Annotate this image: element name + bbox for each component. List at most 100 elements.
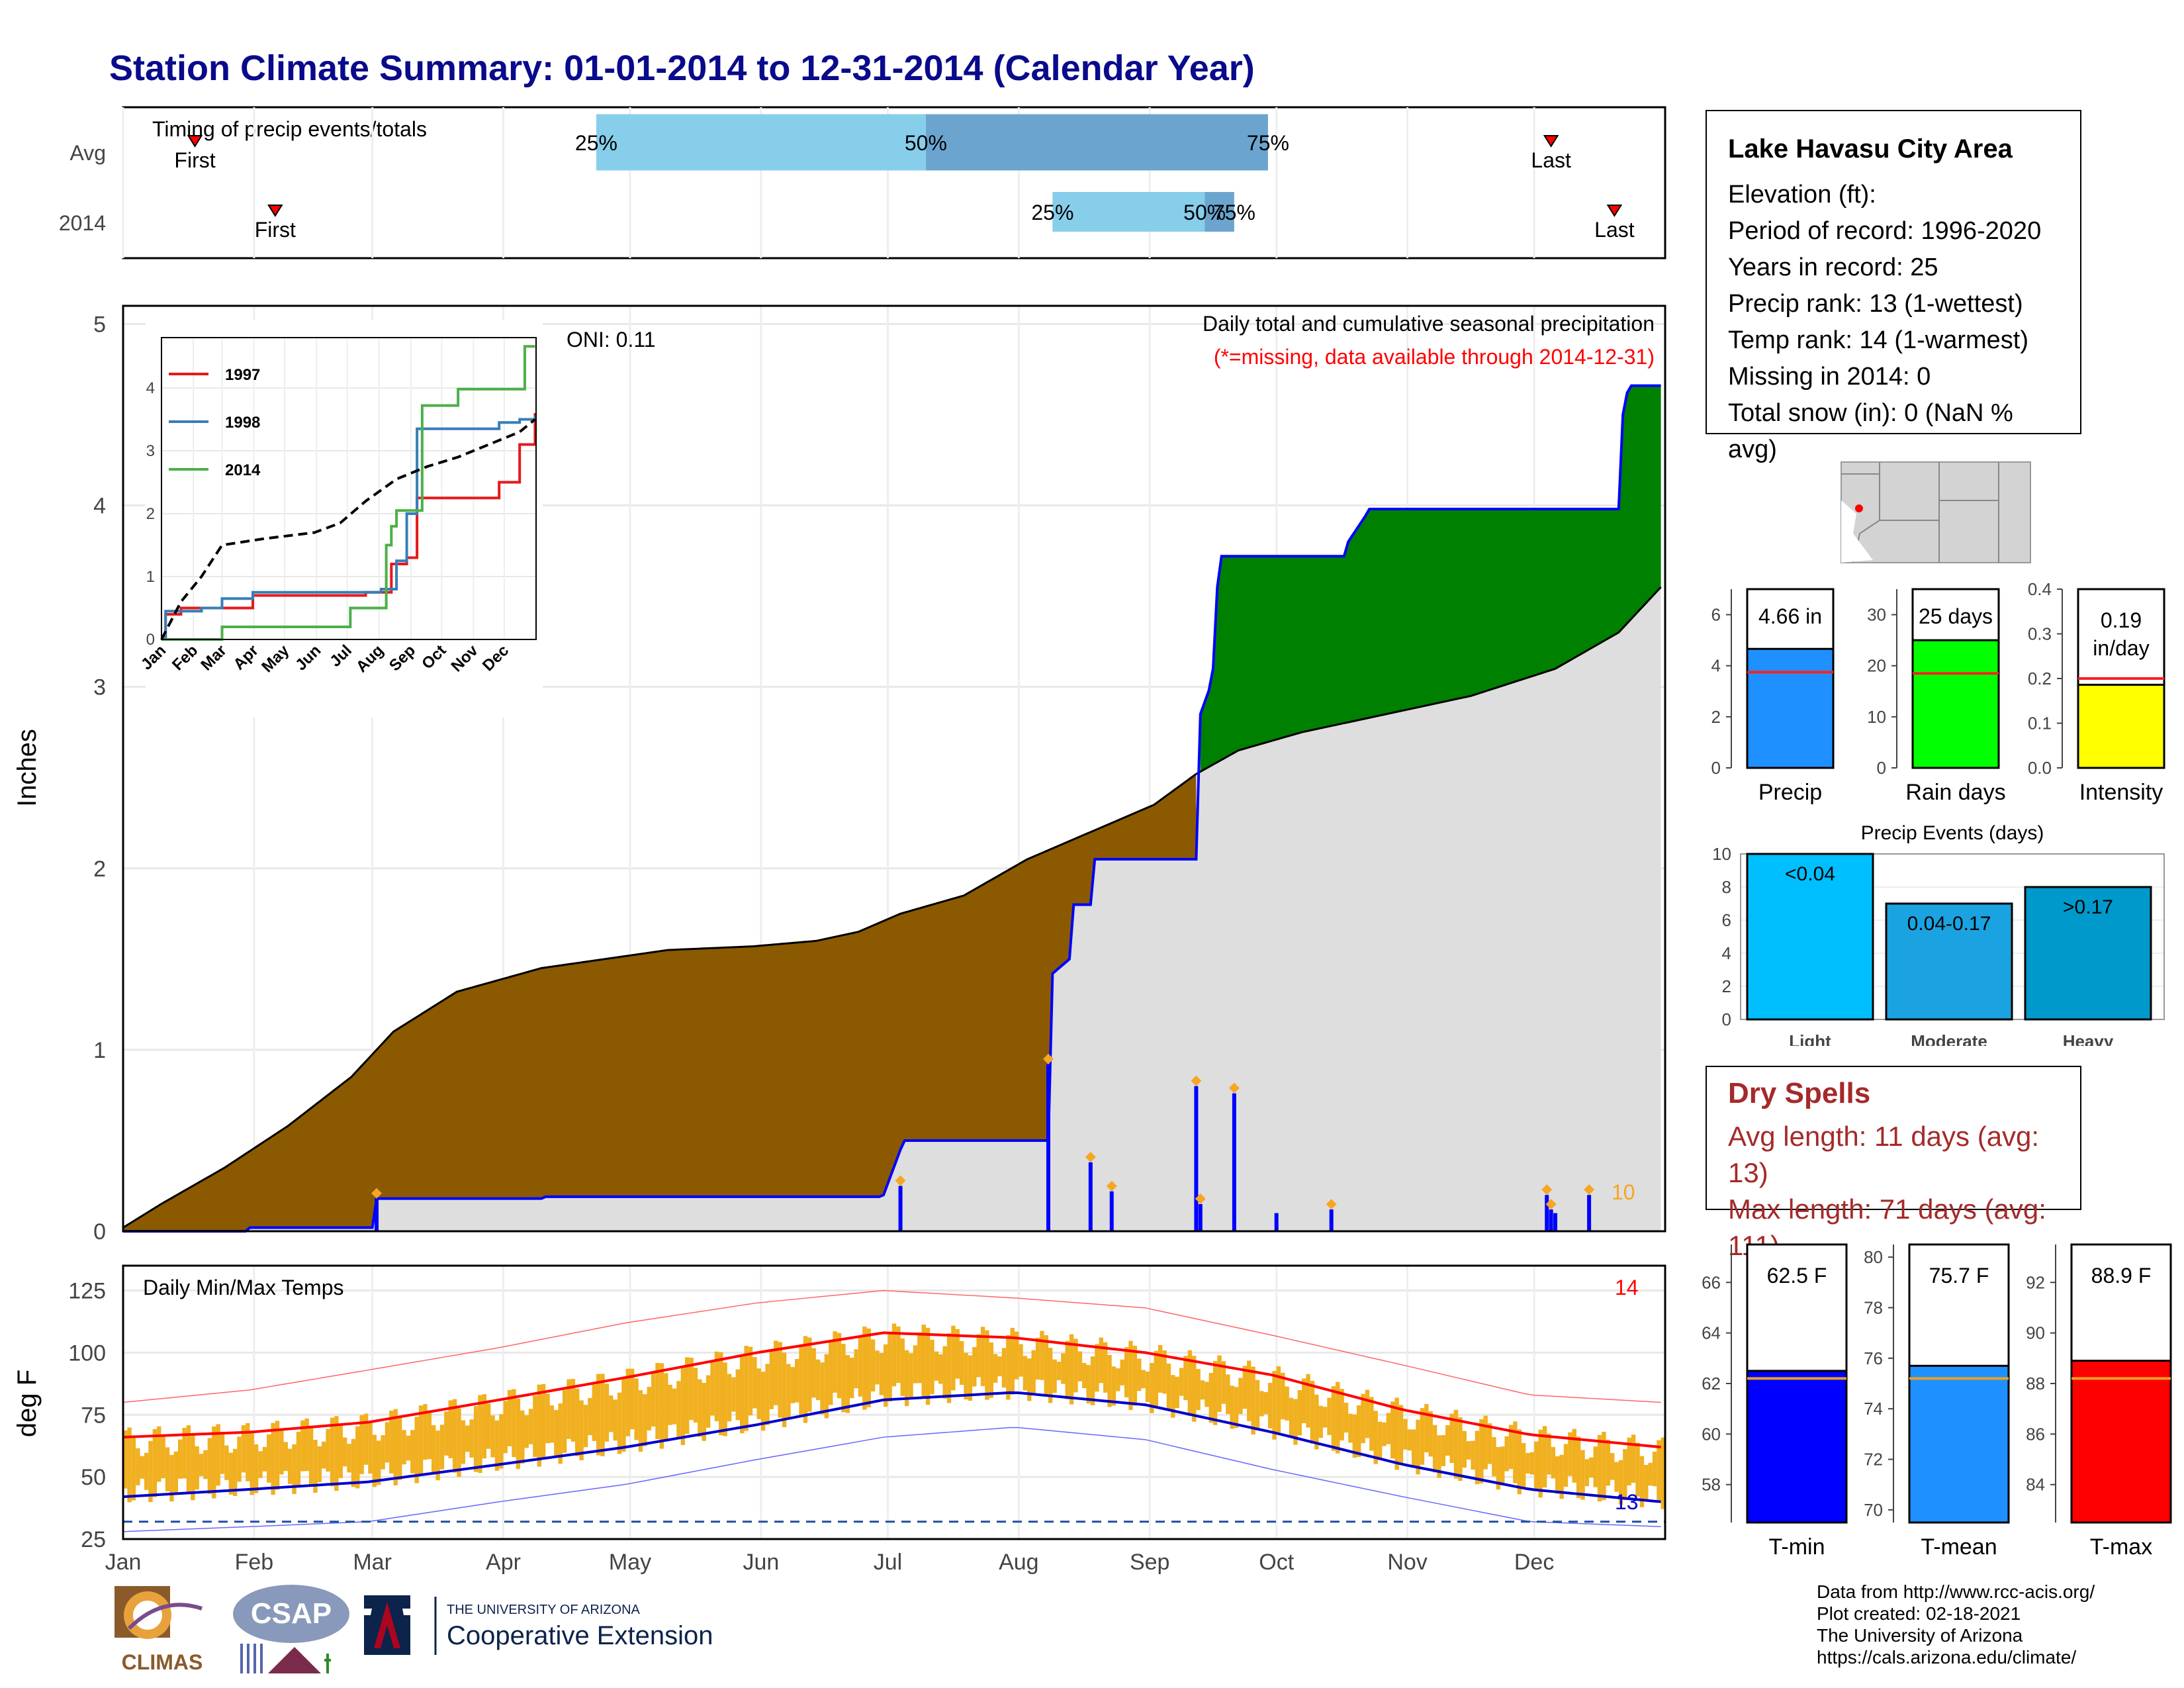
- temp-day-bar-177: [866, 1328, 871, 1407]
- tmin-bar: [1746, 1370, 1848, 1524]
- temp-day-bar-21: [207, 1438, 212, 1494]
- intensity-tick-0.3: 0.3: [2028, 624, 2052, 644]
- events-tick-8: 8: [1722, 877, 1731, 897]
- temp-day-bar-144: [727, 1374, 732, 1422]
- temp-day-bar-86: [482, 1394, 487, 1459]
- temp-day-bar-204: [980, 1327, 985, 1386]
- temp-day-bar-126: [651, 1373, 656, 1427]
- ua-logo: THE UNIVERSITY OF ARIZONA Cooperative Ex…: [364, 1595, 713, 1655]
- temp-day-bar-334: [1529, 1452, 1535, 1475]
- temp-day-bar-24: [220, 1432, 225, 1474]
- inset-line-avg: [160, 418, 536, 640]
- temp-day-bar-255: [1196, 1369, 1201, 1411]
- inset-ytick-2: 2: [146, 505, 155, 523]
- temp-day-bar-4: [136, 1448, 140, 1485]
- temp-day-bar-94: [516, 1398, 521, 1470]
- temp-day-bar-161: [799, 1345, 803, 1417]
- rain-days-tick-30: 30: [1867, 605, 1886, 625]
- temp-day-bar-87: [486, 1403, 491, 1449]
- temp-day-bar-147: [740, 1355, 745, 1434]
- temp-day-bar-182: [887, 1331, 892, 1402]
- temp-ytick-50: 50: [81, 1465, 106, 1490]
- inset-legend-label-1998: 1998: [225, 414, 260, 432]
- rain-days-label: Rain days: [1905, 780, 2005, 805]
- temp-day-bar-43: [300, 1420, 305, 1472]
- temp-day-bar-311: [1432, 1425, 1437, 1473]
- temp-day-bar-116: [609, 1395, 614, 1432]
- temp-label: Daily Min/Max Temps: [143, 1276, 343, 1299]
- temp-day-bar-25: [224, 1445, 229, 1480]
- rain-days-bar: [1911, 639, 2000, 769]
- temp-day-bar-156: [778, 1342, 782, 1418]
- temp-day-bar-264: [1234, 1387, 1239, 1429]
- temp-day-bar-236: [1116, 1368, 1120, 1391]
- temp-day-bar-140: [710, 1361, 715, 1416]
- temp-day-bar-187: [909, 1353, 913, 1398]
- temp-day-bar-291: [1348, 1413, 1353, 1443]
- tmax-tick-88: 88: [2026, 1374, 2045, 1393]
- temp-day-bar-300: [1386, 1413, 1391, 1444]
- inset-legend-label-2014: 2014: [225, 461, 261, 479]
- info-line-elevation: Elevation (ft):: [1728, 181, 1876, 209]
- events-category-0: Light: [1789, 1031, 1831, 1046]
- temp-day-bar-52: [338, 1425, 343, 1478]
- timing-row-avg: Avg: [69, 141, 106, 165]
- temp-day-bar-273: [1272, 1370, 1277, 1440]
- tmean-tick-72: 72: [1864, 1450, 1883, 1470]
- temp-day-bar-16: [186, 1425, 191, 1493]
- temp-day-bar-186: [904, 1350, 909, 1407]
- temp-day-bar-150: [752, 1357, 757, 1409]
- temp-day-bar-210: [1006, 1335, 1011, 1400]
- temp-day-bar-34: [262, 1446, 267, 1472]
- temp-day-bar-136: [693, 1368, 698, 1423]
- temp-day-bar-272: [1267, 1383, 1273, 1429]
- temp-summary-panel: 58 60 62 64 66 T-min 62.5 F 70 72 74 76 78 80 T-mean 7…: [1702, 1243, 2172, 1560]
- temp-panel: deg F 25 50 75 100 125 Jan Feb Mar Apr May Jun Jul A…: [13, 1264, 1666, 1575]
- daily-precip-marker-5: [1191, 1075, 1202, 1086]
- temp-day-bar-109: [579, 1400, 584, 1460]
- events-category-2: Heavy: [2063, 1031, 2114, 1046]
- temp-day-bar-22: [212, 1426, 216, 1499]
- temp-day-bar-244: [1150, 1362, 1154, 1413]
- temp-day-bar-328: [1504, 1436, 1509, 1472]
- temp-day-bar-131: [672, 1388, 677, 1425]
- temp-ytick-100: 100: [68, 1340, 106, 1366]
- temp-day-bar-29: [241, 1425, 246, 1473]
- temp-day-bar-286: [1327, 1397, 1332, 1435]
- intensity-tick-0.2: 0.2: [2028, 669, 2052, 688]
- temp-day-bar-345: [1576, 1436, 1581, 1498]
- temp-day-bar-145: [731, 1377, 736, 1412]
- temp-day-bar-240: [1132, 1346, 1138, 1406]
- daily-precip-bar-9: [1329, 1209, 1334, 1231]
- temp-day-bar-154: [769, 1350, 774, 1409]
- temp-day-bar-108: [575, 1388, 580, 1456]
- temp-day-bar-289: [1340, 1389, 1344, 1441]
- temp-day-bar-184: [896, 1326, 901, 1383]
- temp-day-bar-99: [537, 1384, 541, 1467]
- ua-top-text: THE UNIVERSITY OF ARIZONA: [447, 1603, 641, 1617]
- temp-day-bar-293: [1357, 1405, 1361, 1458]
- temp-day-bar-252: [1183, 1356, 1188, 1401]
- temp-day-bar-316: [1453, 1409, 1459, 1479]
- tmean-tick-80: 80: [1864, 1247, 1883, 1267]
- temp-day-bar-176: [862, 1327, 867, 1410]
- temp-day-bar-238: [1124, 1347, 1129, 1397]
- temp-day-bar-203: [976, 1334, 981, 1378]
- temp-day-bar-118: [617, 1392, 622, 1454]
- events-tick-10: 10: [1712, 844, 1731, 864]
- temp-day-bar-102: [549, 1405, 555, 1443]
- temp-day-bar-138: [702, 1383, 706, 1441]
- temp-day-bar-97: [528, 1409, 533, 1444]
- temp-day-bar-279: [1297, 1389, 1302, 1436]
- month-label-Nov: Nov: [1387, 1550, 1427, 1575]
- temp-day-bar-103: [554, 1410, 559, 1457]
- temp-day-bar-235: [1111, 1366, 1116, 1406]
- dry-spells-title: Dry Spells: [1728, 1077, 1871, 1109]
- temp-day-bar-73: [427, 1413, 432, 1460]
- temp-day-bar-139: [705, 1375, 711, 1428]
- temp-day-bar-76: [439, 1425, 445, 1470]
- daily-precip-marker-6: [1195, 1193, 1206, 1204]
- temp-day-bar-209: [1001, 1348, 1007, 1388]
- temp-day-bar-164: [811, 1348, 816, 1398]
- timing-marker-0-1: [1543, 135, 1559, 148]
